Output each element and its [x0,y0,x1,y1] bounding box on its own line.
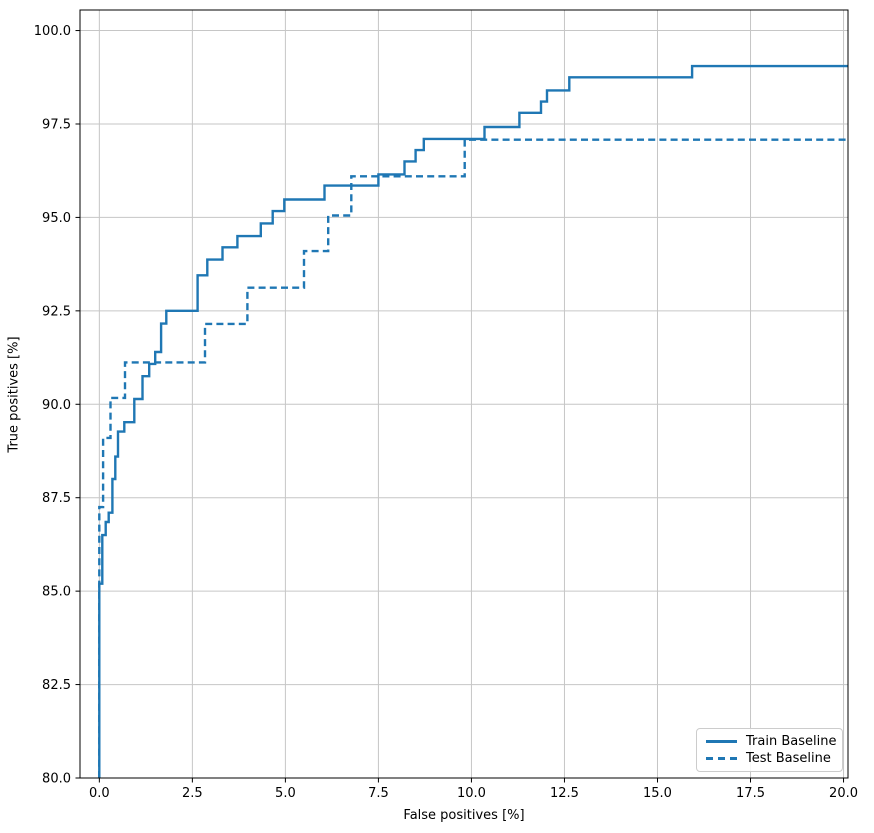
svg-text:82.5: 82.5 [42,678,71,693]
legend-item-train: Train Baseline [706,733,837,750]
svg-text:15.0: 15.0 [643,786,672,801]
legend-label-train: Train Baseline [746,734,837,749]
test-baseline-line [98,138,848,778]
y-tick-labels: 80.0 82.5 85.0 87.5 90.0 92.5 95.0 97.5 100.0 [34,24,71,786]
svg-text:95.0: 95.0 [42,211,71,226]
svg-text:5.0: 5.0 [275,786,296,801]
svg-text:2.5: 2.5 [182,786,203,801]
svg-text:12.5: 12.5 [550,786,579,801]
axes-spines [79,9,849,779]
legend-label-test: Test Baseline [746,751,831,766]
svg-text:0.0: 0.0 [89,786,110,801]
svg-text:7.5: 7.5 [368,786,389,801]
y-axis-title: True positives [%] [6,336,22,453]
svg-text:10.0: 10.0 [457,786,486,801]
svg-text:20.0: 20.0 [829,786,858,801]
train-baseline-line [98,64,848,778]
svg-text:85.0: 85.0 [42,585,71,600]
svg-text:80.0: 80.0 [42,772,71,787]
test-line-sample-icon [706,757,737,760]
svg-text:87.5: 87.5 [42,491,71,506]
x-tick-labels: 0.0 2.5 5.0 7.5 10.0 12.5 15.0 17.5 20.0 [89,786,858,801]
legend: Train Baseline Test Baseline [696,728,843,772]
legend-item-test: Test Baseline [706,750,833,767]
svg-text:17.5: 17.5 [736,786,765,801]
tick-marks [75,30,845,783]
svg-text:90.0: 90.0 [42,398,71,413]
svg-text:100.0: 100.0 [34,24,71,39]
train-line-sample-icon [706,740,737,743]
grid [80,10,848,779]
svg-text:92.5: 92.5 [42,304,71,319]
x-axis-title: False positives [%] [403,808,525,823]
svg-text:97.5: 97.5 [42,117,71,132]
